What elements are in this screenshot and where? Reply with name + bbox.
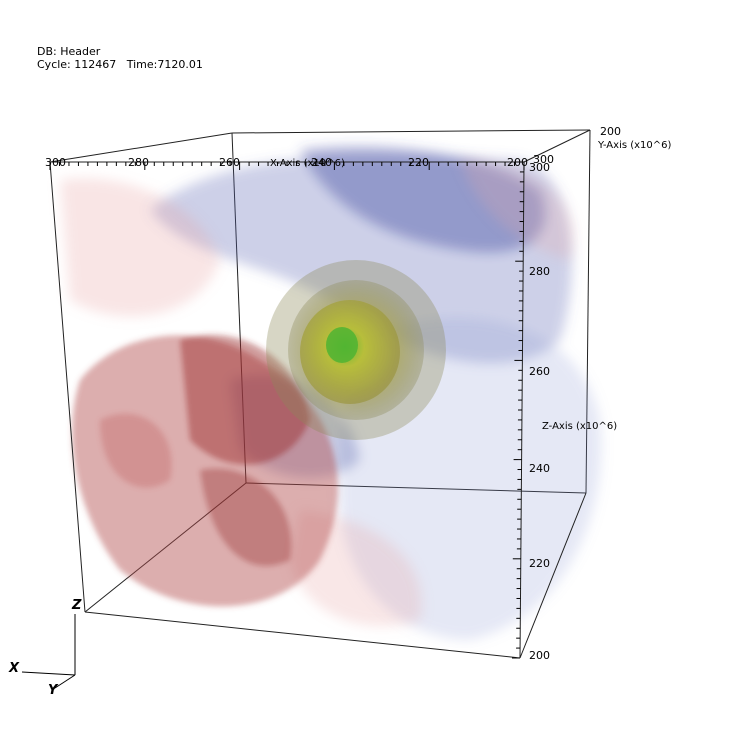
triad-y-label: Y	[48, 683, 59, 698]
cycle-time-text: Cycle: 112467 Time:7120.01	[37, 58, 203, 71]
z-axis-ticks: 300 280 260 240 220 200	[512, 161, 550, 662]
z-tick-label: 280	[529, 265, 550, 278]
triad-z-label: Z	[71, 598, 82, 613]
x-tick-label: 280	[128, 156, 149, 169]
x-tick-label: 220	[408, 156, 429, 169]
z-axis-label: Z-Axis (x10^6)	[542, 421, 617, 432]
orientation-triad	[21, 614, 76, 689]
z-tick-label: 260	[529, 365, 550, 378]
x-axis-ticks: 300 280 260 240 220 200	[45, 156, 528, 170]
core-sphere	[266, 260, 446, 440]
x-axis-label: X-Axis (x10^6)	[270, 158, 345, 169]
x-tick-label: 300	[45, 156, 66, 169]
z-tick-label: 300	[529, 161, 550, 174]
x-tick-label: 240	[311, 156, 332, 169]
y-tick-label: 200	[600, 125, 621, 138]
triad-x-label: X	[8, 661, 20, 676]
y-tick-label: 300	[533, 153, 554, 166]
db-header-text: DB: Header	[37, 45, 101, 58]
y-axis-label: Y-Axis (x10^6)	[597, 140, 672, 151]
z-tick-label: 220	[529, 557, 550, 570]
z-tick-label: 200	[529, 649, 550, 662]
z-tick-label: 240	[529, 462, 550, 475]
red-volume-region	[72, 334, 338, 607]
x-tick-label: 260	[219, 156, 240, 169]
y-axis-ticks: 300 200	[533, 125, 621, 166]
